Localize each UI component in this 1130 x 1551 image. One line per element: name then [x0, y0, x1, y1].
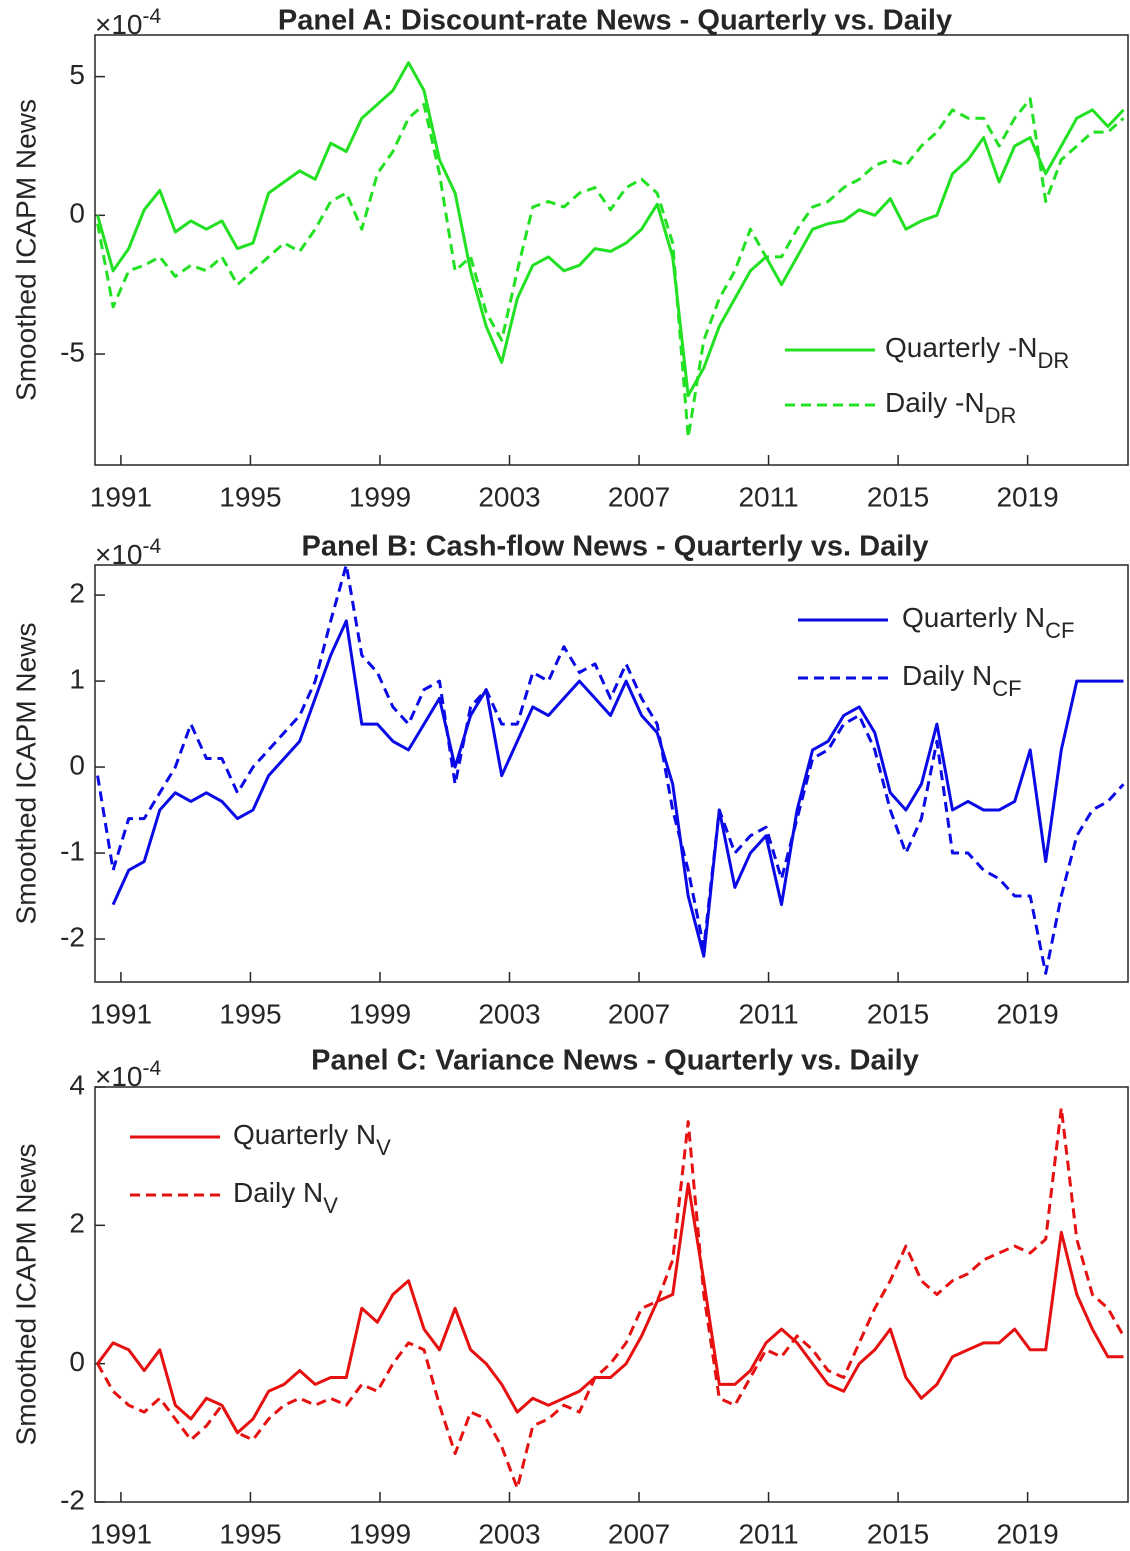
data-line: [96, 97, 1125, 439]
exponent-power: -4: [143, 535, 162, 558]
y-tick-label: -2: [60, 921, 85, 952]
x-tick-label: 1991: [90, 1518, 152, 1549]
legend-subscript: V: [376, 1135, 391, 1160]
chart-title: Panel C: Variance News - Quarterly vs. D…: [311, 1045, 919, 1077]
x-tick-label: 2019: [996, 1518, 1058, 1549]
plot-frame: [94, 564, 1129, 983]
legend-subscript: DR: [1037, 348, 1069, 373]
data-line: [96, 563, 1125, 975]
legend-subscript: DR: [985, 403, 1017, 428]
x-tick-label: 1995: [219, 1518, 281, 1549]
x-tick-label: 1995: [219, 998, 281, 1029]
y-tick-label: 0: [69, 749, 85, 780]
x-tick-label: 2007: [608, 1518, 670, 1549]
legend-name: Quarterly N: [902, 602, 1045, 633]
x-tick-label: 1991: [90, 998, 152, 1029]
x-tick-label: 2019: [996, 998, 1058, 1029]
legend-subscript: CF: [992, 676, 1021, 701]
chart-title: Panel A: Discount-rate News - Quarterly …: [278, 5, 952, 37]
x-tick-label: 2003: [478, 481, 540, 512]
y-tick-label: -2: [60, 1484, 85, 1515]
plot-frame: [94, 1086, 1129, 1503]
x-tick-label: 2003: [478, 998, 540, 1029]
x-tick-label: 2011: [738, 1518, 798, 1549]
legend-name: Daily N: [233, 1177, 323, 1208]
y-tick-label: 4: [69, 1069, 85, 1100]
plot-frame: [94, 34, 1129, 466]
panel: Panel C: Variance News - Quarterly vs. D…: [10, 1045, 1129, 1549]
legend-label: Daily NCF: [902, 660, 1022, 700]
y-tick-label: 0: [69, 198, 85, 229]
legend-subscript: CF: [1045, 618, 1074, 643]
legend-label: Daily -NDR: [885, 387, 1016, 427]
x-tick-label: 1999: [349, 998, 411, 1029]
x-tick-label: 1991: [90, 481, 152, 512]
y-axis-label: Smoothed ICAPM News: [10, 99, 41, 401]
x-tick-label: 2007: [608, 998, 670, 1029]
y-tick-label: 5: [69, 59, 85, 90]
panel: Panel B: Cash-flow News - Quarterly vs. …: [10, 531, 1129, 1029]
y-tick-label: 0: [69, 1346, 85, 1377]
x-tick-label: 2015: [867, 998, 929, 1029]
y-axis-label: Smoothed ICAPM News: [10, 1144, 41, 1446]
legend-label: Quarterly NV: [233, 1119, 391, 1159]
x-tick-label: 2007: [608, 481, 670, 512]
x-tick-label: 1999: [349, 481, 411, 512]
y-tick-label: 2: [69, 577, 85, 608]
data-line: [96, 1182, 1124, 1435]
legend-name: Quarterly N: [233, 1119, 376, 1150]
x-tick-label: 1999: [349, 1518, 411, 1549]
legend-subscript: V: [323, 1193, 338, 1218]
exponent-power: -4: [143, 1057, 162, 1080]
x-tick-label: 1995: [219, 481, 281, 512]
y-tick-label: 2: [69, 1208, 85, 1239]
legend-label: Daily NV: [233, 1177, 338, 1217]
y-axis-label: Smoothed ICAPM News: [10, 623, 41, 925]
chart-title: Panel B: Cash-flow News - Quarterly vs. …: [302, 531, 929, 563]
x-tick-label: 2011: [738, 481, 798, 512]
y-tick-label: -1: [60, 835, 85, 866]
panel: Panel A: Discount-rate News - Quarterly …: [10, 5, 1129, 512]
legend-name: Daily N: [902, 660, 992, 691]
data-line: [96, 61, 1125, 398]
data-line: [96, 1106, 1125, 1490]
legend-label: Quarterly NCF: [902, 602, 1074, 642]
y-tick-label: -5: [60, 336, 85, 367]
legend-name: Daily -N: [885, 387, 985, 418]
x-tick-label: 2003: [478, 1518, 540, 1549]
x-tick-label: 2011: [738, 998, 798, 1029]
legend-label: Quarterly -NDR: [885, 332, 1069, 372]
legend-name: Quarterly -N: [885, 332, 1037, 363]
x-tick-label: 2015: [867, 481, 929, 512]
x-tick-label: 2019: [996, 481, 1058, 512]
data-line: [111, 619, 1124, 958]
y-tick-label: 1: [69, 663, 85, 694]
exponent-power: -4: [143, 5, 162, 28]
x-tick-label: 2015: [867, 1518, 929, 1549]
